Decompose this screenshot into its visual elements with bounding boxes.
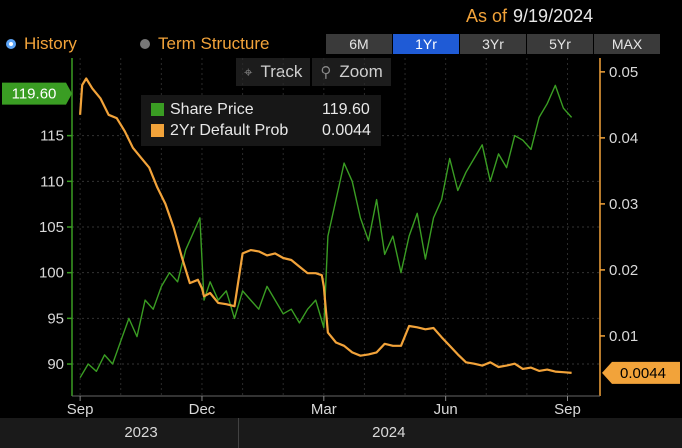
right-tick-label: 0.03 <box>609 196 638 213</box>
default-prob-swatch <box>151 124 164 137</box>
default-prob-last-value: 0.0044 <box>620 365 666 382</box>
left-tick-label: 105 <box>39 219 64 236</box>
x-tick-label: Mar <box>311 401 337 418</box>
track-button[interactable]: ⌖ Track <box>236 58 311 86</box>
left-tick-label: 110 <box>40 173 64 190</box>
x-tick-label: Dec <box>189 401 216 418</box>
right-tick-label: 0.04 <box>609 130 638 147</box>
range-max-button[interactable]: MAX <box>594 34 660 54</box>
left-tick-label: 90 <box>47 356 64 373</box>
crosshair-icon: ⌖ <box>244 63 253 81</box>
mode-term-structure-radio[interactable]: Term Structure <box>140 34 269 54</box>
mode-history-label: History <box>24 34 77 53</box>
legend-value: 0.0044 <box>322 121 371 139</box>
zoom-button[interactable]: ⚲ Zoom <box>312 58 391 86</box>
left-tick-label: 95 <box>47 310 64 327</box>
legend-row-default-prob[interactable]: 2Yr Default Prob 0.0044 <box>151 120 371 141</box>
x-tick-label: Sep <box>554 401 581 418</box>
right-tick-label: 0.01 <box>609 328 638 345</box>
share-price-last-tag <box>2 82 72 105</box>
x-tick-label: Sep <box>67 401 94 418</box>
chart-toolbar: ⌖ Track ⚲ Zoom <box>236 58 393 86</box>
left-tick-label: 115 <box>40 128 64 145</box>
year-band <box>0 418 682 448</box>
year-label: 2024 <box>372 424 405 441</box>
series-lines <box>79 77 573 379</box>
as-of-text: As of <box>466 6 508 26</box>
share-price-line <box>79 84 573 379</box>
default-prob-last-tag <box>602 361 680 384</box>
axes <box>0 58 682 448</box>
mode-term-structure-label: Term Structure <box>158 34 270 53</box>
left-tick-label: 100 <box>39 265 64 282</box>
last-value-tags: 119.60 0.0044 <box>2 82 680 384</box>
mode-history-radio[interactable]: History <box>6 34 77 54</box>
as-of-label: As of 9/19/2024 <box>466 6 593 27</box>
zoom-label: Zoom <box>339 62 383 81</box>
legend-value: 119.60 <box>322 100 370 118</box>
range-3yr-button[interactable]: 3Yr <box>460 34 526 54</box>
default-prob-line <box>79 77 572 374</box>
right-tick-label: 0.02 <box>609 262 638 279</box>
share-price-swatch <box>151 103 164 116</box>
legend-name: Share Price <box>170 100 254 118</box>
right-tick-label: 0.05 <box>609 64 638 81</box>
magnifier-icon: ⚲ <box>320 64 332 81</box>
range-5yr-button[interactable]: 5Yr <box>527 34 593 54</box>
radio-unselected-icon <box>140 39 150 49</box>
x-tick-label: Jun <box>434 401 458 418</box>
track-label: Track <box>260 62 303 81</box>
range-selector: 6M 1Yr 3Yr 5Yr MAX <box>326 34 661 54</box>
range-6m-button[interactable]: 6M <box>326 34 392 54</box>
legend-name: 2Yr Default Prob <box>170 121 289 139</box>
tick-labels: 90 95 100 105 110 115 0.01 0.02 0.03 0.04 0.05 Sep D… <box>39 64 638 441</box>
range-1yr-button[interactable]: 1Yr <box>393 34 459 54</box>
radio-selected-icon <box>6 39 16 49</box>
as-of-date[interactable]: 9/19/2024 <box>513 6 594 26</box>
legend: Share Price 119.60 2Yr Default Prob 0.00… <box>141 95 381 146</box>
share-price-last-value: 119.60 <box>12 86 57 103</box>
year-label: 2023 <box>124 424 157 441</box>
legend-row-share-price[interactable]: Share Price 119.60 <box>151 99 371 120</box>
